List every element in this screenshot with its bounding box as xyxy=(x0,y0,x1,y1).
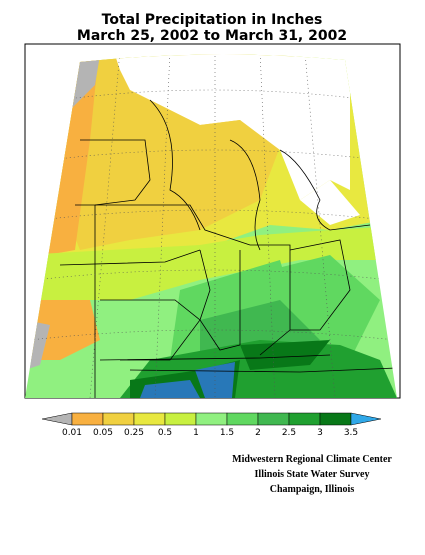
colorbar-bin xyxy=(226,412,259,426)
colorbar-bin xyxy=(257,412,290,426)
colorbar-label: 3.5 xyxy=(344,428,358,438)
credit: Champaign, Illinois xyxy=(270,484,355,495)
colorbar-label: 0.5 xyxy=(158,428,172,438)
colorbar-label: 0.01 xyxy=(62,428,82,438)
credit: Illinois State Water Survey xyxy=(255,469,370,480)
colorbar-label: 0.25 xyxy=(124,428,144,438)
colorbar-end xyxy=(350,412,382,426)
colorbar-label: 1 xyxy=(193,428,199,438)
colorbar-end xyxy=(41,412,73,426)
colorbar: 0.01 0.05 0.25 0.5 1 1.5 2 2.5 3 3.5 xyxy=(41,412,382,438)
state-borders xyxy=(59,99,397,398)
title-line-1: Total Precipitation in Inches xyxy=(102,12,323,28)
colorbar-label: 0.05 xyxy=(93,428,113,438)
colorbar-label: 2.5 xyxy=(282,428,296,438)
colorbar-bin xyxy=(164,412,197,426)
colorbar-bin xyxy=(319,412,352,426)
title-line-2: March 25, 2002 to March 31, 2002 xyxy=(77,28,347,44)
colorbar-label: 3 xyxy=(317,428,323,438)
colorbar-bin xyxy=(133,412,166,426)
credit: Midwestern Regional Climate Center xyxy=(232,454,392,465)
colorbar-label: 2 xyxy=(255,428,261,438)
colorbar-bin xyxy=(195,412,228,426)
colorbar-bin xyxy=(71,412,104,426)
graticule xyxy=(29,54,396,398)
colorbar-bin xyxy=(288,412,321,426)
colorbar-label: 1.5 xyxy=(220,428,234,438)
colorbar-bin xyxy=(102,412,135,426)
